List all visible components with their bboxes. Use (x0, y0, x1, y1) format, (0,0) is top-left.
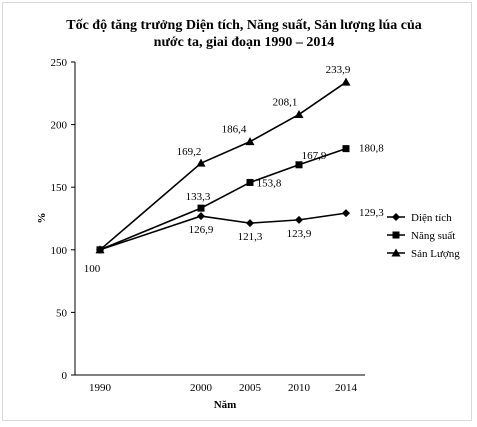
data-labels: 100 126,9 121,3 123,9 129,3 133,3 153,8 167,9 18… (84, 64, 385, 275)
data-point (246, 178, 254, 186)
data-point (295, 161, 303, 169)
y-tick-label: 100 (51, 245, 68, 257)
chart-frame (2, 2, 472, 421)
legend-marker (392, 213, 400, 221)
data-point (196, 158, 206, 167)
legend-label: Năng suất (411, 230, 455, 242)
axes: 0 50 100 150 200 250 1990 2000 2005 2010 2014 Năm% (36, 57, 365, 411)
data-label: 121,3 (238, 231, 263, 243)
legend-item: Diện tích (387, 212, 452, 224)
y-tick-label: 150 (51, 182, 68, 194)
data-point (294, 109, 304, 118)
legend-item: Năng suất (387, 230, 455, 242)
chart-title-line-2: nước ta, giai đoạn 1990 – 2014 (154, 35, 335, 50)
series-layer (95, 77, 351, 254)
legend-label: Diện tích (411, 212, 452, 224)
chart-title: Tốc độ tăng trưởng Diện tích, Năng suất,… (66, 18, 422, 50)
legend-item: Sản Lượng (387, 248, 460, 260)
legend-marker (392, 231, 400, 239)
data-label: 208,1 (273, 96, 298, 108)
data-label: 129,3 (359, 207, 384, 219)
data-point (295, 215, 303, 224)
series-line (99, 81, 347, 251)
data-point (95, 245, 105, 254)
data-point (197, 212, 205, 221)
legend-label: Sản Lượng (411, 248, 460, 260)
y-axis-title: % (36, 213, 48, 224)
data-point (342, 209, 350, 218)
x-tick-label: 2010 (288, 382, 311, 394)
y-tick-label: 250 (51, 57, 68, 69)
data-label: 180,8 (359, 143, 384, 155)
data-label: 133,3 (186, 191, 211, 203)
data-label: 169,2 (177, 146, 202, 158)
x-tick-label: 2014 (335, 382, 358, 394)
data-label: 167,9 (302, 150, 327, 162)
data-label: 123,9 (287, 228, 312, 240)
data-point (342, 145, 350, 153)
x-tick-label: 2005 (239, 382, 262, 394)
series-3 (95, 77, 351, 254)
chart-title-line-1: Tốc độ tăng trưởng Diện tích, Năng suất,… (66, 18, 422, 33)
x-tick-label: 1990 (89, 382, 112, 394)
data-point (245, 137, 255, 146)
x-tick-label: 2000 (190, 382, 213, 394)
x-axis-title: Năm (214, 399, 237, 411)
data-label: 100 (84, 263, 101, 275)
y-tick-label: 200 (51, 120, 68, 132)
legend-marker (391, 248, 401, 257)
y-tick-label: 0 (62, 370, 68, 382)
data-label: 153,8 (257, 177, 282, 189)
series-1 (96, 209, 350, 254)
data-label: 186,4 (222, 124, 247, 136)
data-point (197, 204, 205, 212)
data-label: 126,9 (189, 224, 214, 236)
data-point (341, 77, 351, 86)
data-point (246, 219, 254, 228)
data-label: 233,9 (326, 64, 351, 76)
legend: Diện tích Năng suất Sản Lượng (387, 212, 460, 260)
y-tick-label: 50 (56, 307, 68, 319)
